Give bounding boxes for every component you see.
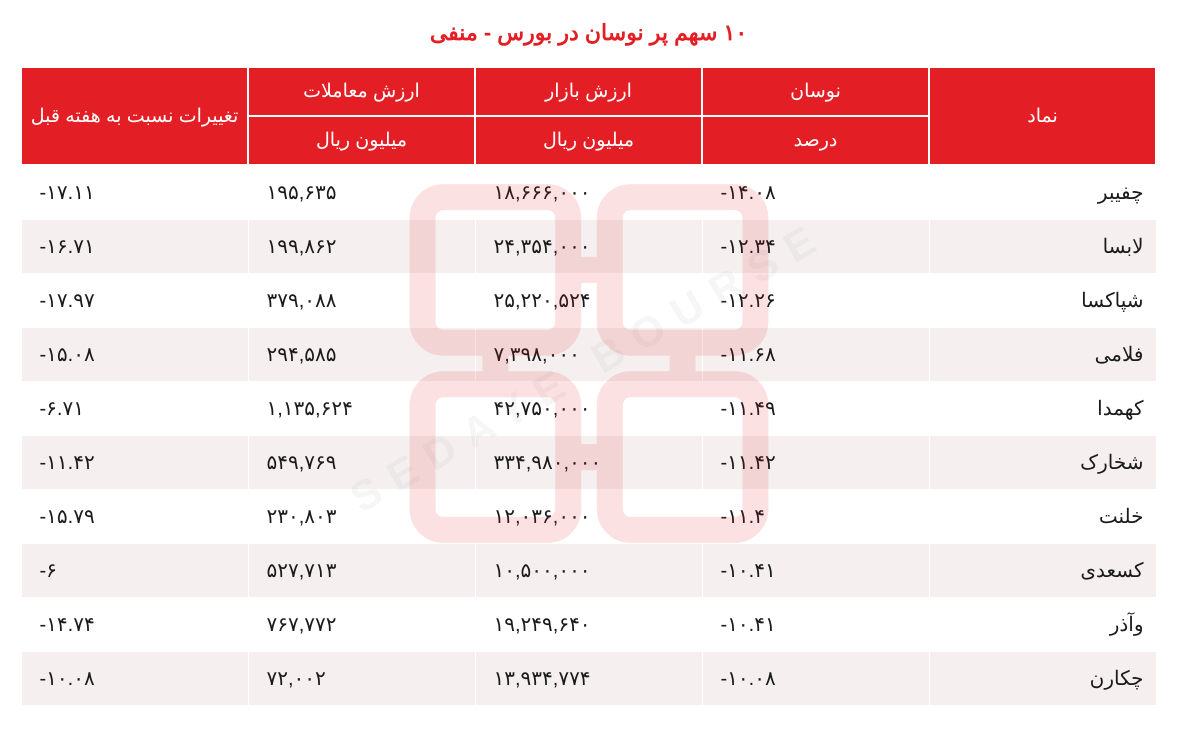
- cell-trade-value: ۷۲,۰۰۲: [248, 652, 475, 706]
- cell-market-value: ۱۹,۲۴۹,۶۴۰: [475, 598, 702, 652]
- cell-fluctuation: -۱۰.۴۱: [702, 598, 929, 652]
- cell-fluctuation: -۱۱.۴: [702, 490, 929, 544]
- cell-fluctuation: -۱۲.۳۴: [702, 220, 929, 274]
- col-symbol: نماد: [929, 67, 1156, 165]
- cell-trade-value: ۱,۱۳۵,۶۲۴: [248, 382, 475, 436]
- cell-fluctuation: -۱۱.۴۲: [702, 436, 929, 490]
- table-row: لابسا-۱۲.۳۴۲۴,۳۵۴,۰۰۰۱۹۹,۸۶۲-۱۶.۷۱: [21, 220, 1156, 274]
- cell-symbol: لابسا: [929, 220, 1156, 274]
- cell-trade-value: ۳۷۹,۰۸۸: [248, 274, 475, 328]
- table-body: چفیبر-۱۴.۰۸۱۸,۶۶۶,۰۰۰۱۹۵,۶۳۵-۱۷.۱۱لابسا-…: [21, 165, 1156, 706]
- cell-symbol: شخارک: [929, 436, 1156, 490]
- cell-symbol: شپاکسا: [929, 274, 1156, 328]
- cell-symbol: خلنت: [929, 490, 1156, 544]
- cell-trade-value: ۱۹۹,۸۶۲: [248, 220, 475, 274]
- table-row: شپاکسا-۱۲.۲۶۲۵,۲۲۰,۵۲۴۳۷۹,۰۸۸-۱۷.۹۷: [21, 274, 1156, 328]
- table-row: کسعدی-۱۰.۴۱۱۰,۵۰۰,۰۰۰۵۲۷,۷۱۳-۶: [21, 544, 1156, 598]
- cell-fluctuation: -۱۴.۰۸: [702, 165, 929, 220]
- cell-market-value: ۱۲,۰۳۶,۰۰۰: [475, 490, 702, 544]
- cell-change: -۱۷.۹۷: [21, 274, 248, 328]
- cell-fluctuation: -۱۱.۶۸: [702, 328, 929, 382]
- cell-symbol: وآذر: [929, 598, 1156, 652]
- col-trade-value: ارزش معاملات: [248, 67, 475, 116]
- table-row: چفیبر-۱۴.۰۸۱۸,۶۶۶,۰۰۰۱۹۵,۶۳۵-۱۷.۱۱: [21, 165, 1156, 220]
- cell-market-value: ۱۸,۶۶۶,۰۰۰: [475, 165, 702, 220]
- cell-change: -۶: [21, 544, 248, 598]
- cell-symbol: چفیبر: [929, 165, 1156, 220]
- table-row: شخارک-۱۱.۴۲۳۳۴,۹۸۰,۰۰۰۵۴۹,۷۶۹-۱۱.۴۲: [21, 436, 1156, 490]
- cell-trade-value: ۷۶۷,۷۷۲: [248, 598, 475, 652]
- cell-trade-value: ۱۹۵,۶۳۵: [248, 165, 475, 220]
- table-row: فلامی-۱۱.۶۸۷,۳۹۸,۰۰۰۲۹۴,۵۸۵-۱۵.۰۸: [21, 328, 1156, 382]
- cell-trade-value: ۲۹۴,۵۸۵: [248, 328, 475, 382]
- col-market-value: ارزش بازار: [475, 67, 702, 116]
- cell-market-value: ۴۲,۷۵۰,۰۰۰: [475, 382, 702, 436]
- cell-symbol: چکارن: [929, 652, 1156, 706]
- cell-fluctuation: -۱۱.۴۹: [702, 382, 929, 436]
- cell-trade-value: ۵۴۹,۷۶۹: [248, 436, 475, 490]
- cell-change: -۶.۷۱: [21, 382, 248, 436]
- col-market-value-sub: میلیون ریال: [475, 116, 702, 165]
- cell-symbol: کهمدا: [929, 382, 1156, 436]
- cell-change: -۱۱.۴۲: [21, 436, 248, 490]
- cell-symbol: فلامی: [929, 328, 1156, 382]
- cell-market-value: ۲۴,۳۵۴,۰۰۰: [475, 220, 702, 274]
- cell-fluctuation: -۱۰.۴۱: [702, 544, 929, 598]
- cell-change: -۱۵.۰۸: [21, 328, 248, 382]
- cell-trade-value: ۵۲۷,۷۱۳: [248, 544, 475, 598]
- table-row: کهمدا-۱۱.۴۹۴۲,۷۵۰,۰۰۰۱,۱۳۵,۶۲۴-۶.۷۱: [21, 382, 1156, 436]
- cell-market-value: ۳۳۴,۹۸۰,۰۰۰: [475, 436, 702, 490]
- col-fluctuation: نوسان: [702, 67, 929, 116]
- cell-fluctuation: -۱۲.۲۶: [702, 274, 929, 328]
- cell-change: -۱۷.۱۱: [21, 165, 248, 220]
- cell-change: -۱۵.۷۹: [21, 490, 248, 544]
- stock-table: نماد نوسان ارزش بازار ارزش معاملات تغییر…: [20, 66, 1157, 706]
- cell-symbol: کسعدی: [929, 544, 1156, 598]
- col-change: تغییرات نسبت به هفته قبل: [21, 67, 248, 165]
- table-header: نماد نوسان ارزش بازار ارزش معاملات تغییر…: [21, 67, 1156, 165]
- table-row: چکارن-۱۰.۰۸۱۳,۹۳۴,۷۷۴۷۲,۰۰۲-۱۰.۰۸: [21, 652, 1156, 706]
- table-row: وآذر-۱۰.۴۱۱۹,۲۴۹,۶۴۰۷۶۷,۷۷۲-۱۴.۷۴: [21, 598, 1156, 652]
- cell-market-value: ۱۳,۹۳۴,۷۷۴: [475, 652, 702, 706]
- cell-change: -۱۶.۷۱: [21, 220, 248, 274]
- table-row: خلنت-۱۱.۴۱۲,۰۳۶,۰۰۰۲۳۰,۸۰۳-۱۵.۷۹: [21, 490, 1156, 544]
- cell-change: -۱۰.۰۸: [21, 652, 248, 706]
- col-trade-value-sub: میلیون ریال: [248, 116, 475, 165]
- cell-market-value: ۱۰,۵۰۰,۰۰۰: [475, 544, 702, 598]
- cell-market-value: ۲۵,۲۲۰,۵۲۴: [475, 274, 702, 328]
- col-fluctuation-sub: درصد: [702, 116, 929, 165]
- cell-change: -۱۴.۷۴: [21, 598, 248, 652]
- page-title: ۱۰ سهم پر نوسان در بورس - منفی: [20, 20, 1157, 46]
- cell-fluctuation: -۱۰.۰۸: [702, 652, 929, 706]
- cell-market-value: ۷,۳۹۸,۰۰۰: [475, 328, 702, 382]
- cell-trade-value: ۲۳۰,۸۰۳: [248, 490, 475, 544]
